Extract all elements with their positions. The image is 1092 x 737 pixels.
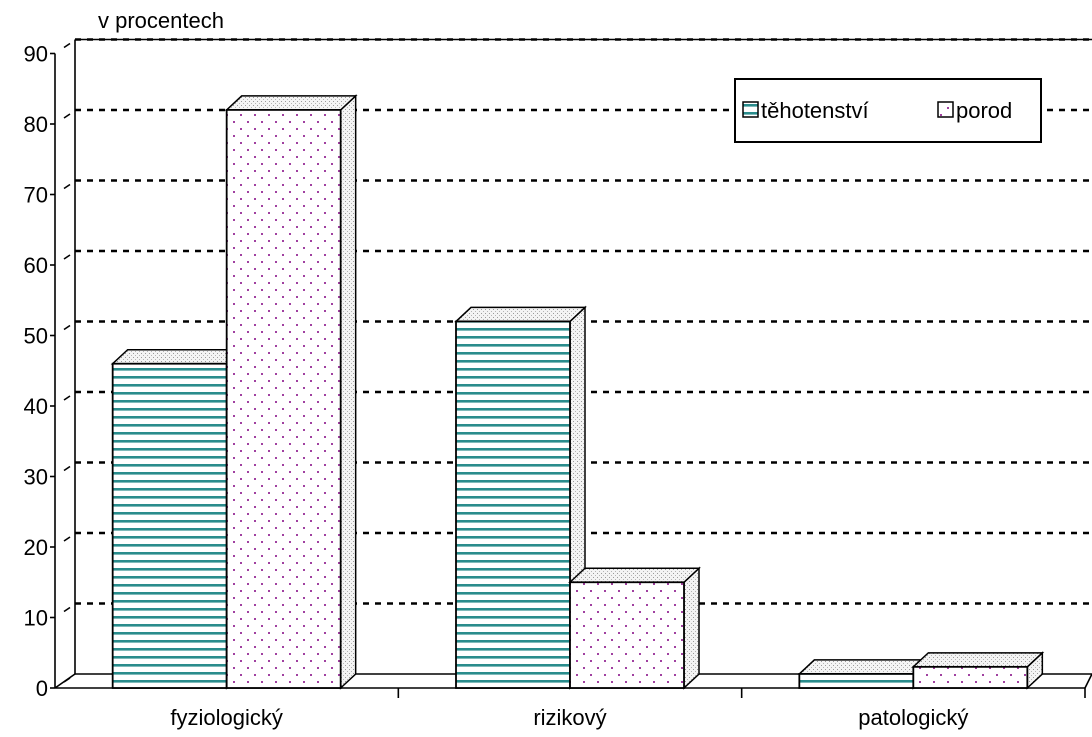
- y-tick-label: 20: [24, 535, 48, 560]
- bar: [568, 566, 701, 690]
- bar-side-face: [339, 94, 357, 690]
- legend-swatch-tehotenstvi: [742, 101, 759, 118]
- y-tick-label: 50: [24, 324, 48, 349]
- y-tick-depth: [63, 42, 71, 49]
- y-tick-depth: [63, 183, 71, 190]
- y-tick-label: 40: [24, 394, 48, 419]
- x-tick-label: fyziologický: [170, 705, 282, 730]
- y-tick-depth: [63, 465, 71, 472]
- y-tick-depth: [63, 606, 71, 613]
- legend-swatch-porod: [937, 101, 954, 118]
- y-tick-label: 10: [24, 606, 48, 631]
- bar-top-face: [568, 567, 701, 583]
- y-tick-depth: [63, 395, 71, 401]
- bar-top-face: [797, 659, 931, 675]
- bar-side-face: [683, 566, 700, 690]
- bar: [911, 651, 1045, 690]
- y-tick-depth: [63, 113, 71, 119]
- y-axis-label: v procentech: [98, 8, 224, 33]
- bar-top-face: [110, 348, 244, 365]
- y-tick-depth: [63, 536, 71, 542]
- bars: [110, 94, 1045, 690]
- x-tick-label: rizikový: [533, 705, 606, 730]
- bar-top-face: [911, 652, 1045, 668]
- legend: těhotenství porod: [734, 78, 1042, 143]
- bar-front-face: [569, 581, 685, 689]
- legend-label-porod: porod: [956, 98, 1012, 123]
- bar-front-face: [111, 362, 228, 689]
- y-tick-depth: [63, 324, 71, 331]
- bar-front-face: [455, 320, 571, 689]
- floor-right-edge: [1084, 673, 1092, 689]
- bar-top-face: [454, 306, 587, 323]
- x-tick-label: patologický: [858, 705, 968, 730]
- bar: [797, 658, 931, 690]
- y-tick-depth: [63, 254, 71, 260]
- bar: [224, 94, 358, 690]
- x-axis-labels: fyziologický rizikový patologický: [170, 705, 968, 730]
- bar-front-face: [798, 673, 915, 689]
- legend-label-tehotenstvi: těhotenství: [761, 98, 869, 123]
- y-tick-label: 30: [24, 465, 48, 490]
- y-tick-label: 80: [24, 112, 48, 137]
- y-tick-depth: [63, 677, 71, 683]
- y-tick-label: 60: [24, 253, 48, 278]
- legend-box: [734, 78, 1042, 143]
- y-tick-label: 90: [24, 42, 48, 67]
- bar-front-face: [912, 665, 1029, 689]
- bar: [110, 347, 244, 690]
- bar: [454, 305, 587, 690]
- y-tick-label: 70: [24, 183, 48, 208]
- bar-front-face: [225, 109, 342, 689]
- y-tick-label: 0: [36, 676, 48, 701]
- bar-top-face: [224, 95, 358, 111]
- y-axis-ticks: 0 10 20 30 40 50 60 70 80 90: [24, 42, 71, 701]
